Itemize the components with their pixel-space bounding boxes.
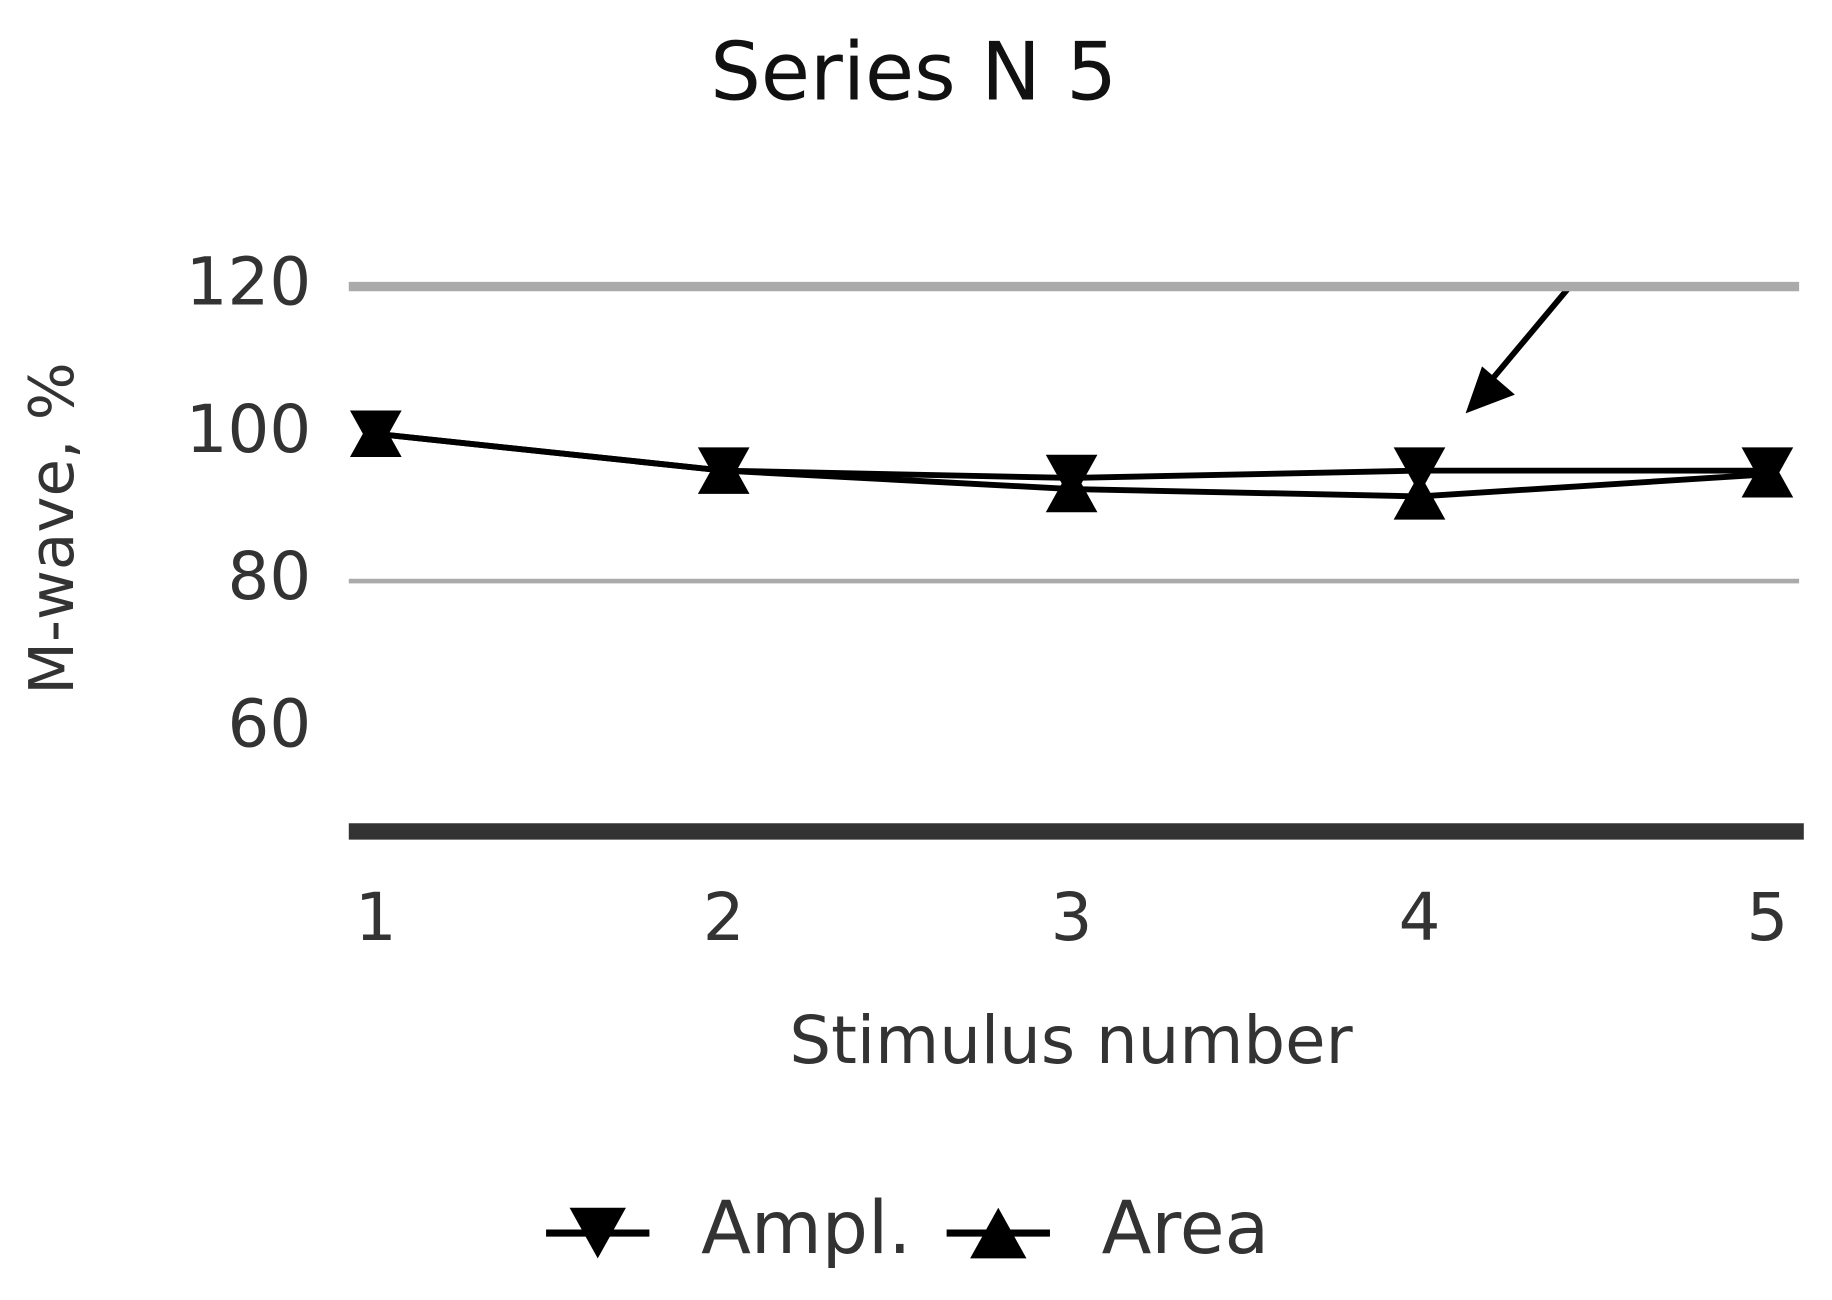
y-tick-label: 100 bbox=[186, 391, 312, 468]
chart-title: Series N 5 bbox=[710, 25, 1117, 118]
data-point bbox=[1393, 447, 1446, 494]
y-tick-label: 120 bbox=[186, 244, 312, 321]
annotation-arrow bbox=[1465, 287, 1571, 414]
data-point bbox=[1045, 465, 1098, 513]
y-tick-label: 60 bbox=[228, 685, 312, 762]
x-tick-label: 2 bbox=[703, 879, 745, 956]
data-point bbox=[1741, 451, 1794, 498]
x-axis-label: Stimulus number bbox=[789, 1002, 1353, 1079]
legend-label: Area bbox=[1102, 1186, 1270, 1271]
x-tick-label: 5 bbox=[1746, 879, 1788, 956]
legend-label: Ampl. bbox=[701, 1186, 911, 1271]
data-point bbox=[697, 447, 750, 494]
x-tick-label: 1 bbox=[355, 879, 397, 956]
data-point bbox=[349, 410, 402, 458]
legend-marker bbox=[569, 1207, 626, 1259]
data-point bbox=[1393, 473, 1446, 520]
y-axis-label: M-wave, % bbox=[17, 362, 88, 695]
legend-marker bbox=[970, 1207, 1027, 1259]
x-tick-label: 4 bbox=[1399, 879, 1441, 956]
y-tick-label: 80 bbox=[228, 538, 312, 615]
x-tick-label: 3 bbox=[1051, 879, 1093, 956]
